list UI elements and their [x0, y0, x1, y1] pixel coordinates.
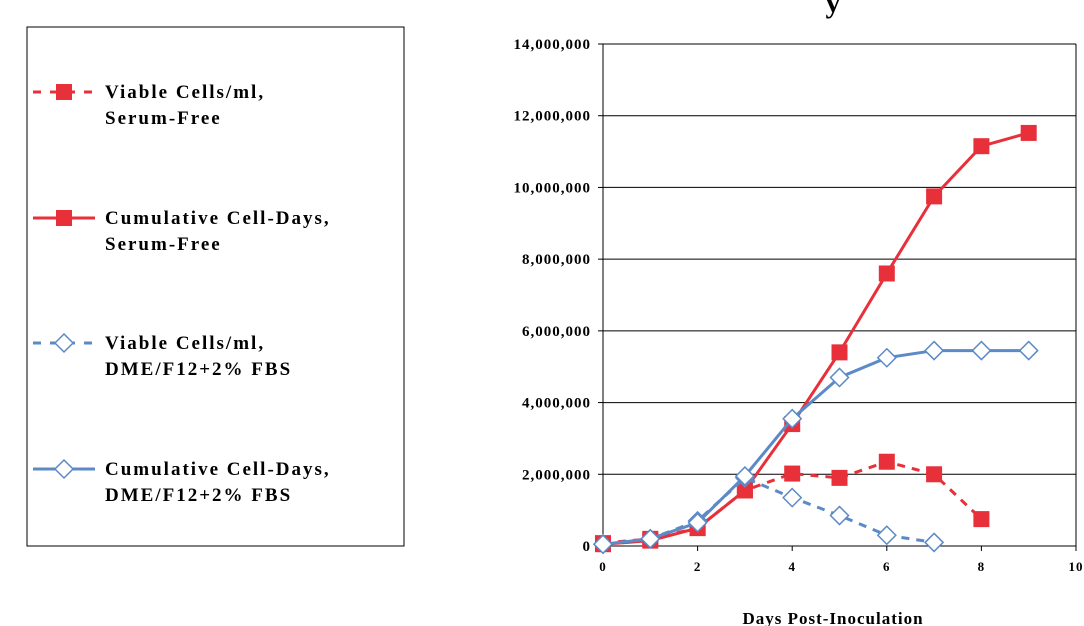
marker: [829, 367, 850, 388]
marker: [924, 340, 945, 361]
marker: [924, 532, 945, 553]
marker: [592, 534, 614, 555]
marker: [784, 465, 801, 482]
y-tick-label: 8,000,000: [522, 252, 591, 268]
legend-marker: [53, 332, 75, 354]
series-line: [602, 476, 935, 546]
legend-label: Cumulative Cell-Days, Serum-Free: [105, 208, 331, 255]
x-axis-label: Days Post-Inoculation: [742, 609, 923, 626]
marker: [971, 340, 992, 361]
y-tick-label: 2,000,000: [522, 467, 591, 483]
marker: [926, 466, 943, 483]
marker: [878, 453, 895, 470]
series-line: [602, 131, 1030, 546]
y-tick-label: 4,000,000: [522, 396, 591, 412]
y-tick-label: 0: [583, 539, 592, 555]
x-tick-label: 6: [883, 559, 891, 574]
x-tick-label: 4: [788, 559, 796, 574]
marker: [736, 482, 753, 499]
marker: [876, 347, 897, 368]
marker: [640, 528, 661, 549]
x-tick-label: 8: [978, 559, 986, 574]
legend-box: [26, 26, 405, 547]
marker: [926, 188, 943, 205]
marker: [782, 408, 803, 429]
x-tick-label: 0: [599, 559, 607, 574]
marker: [687, 512, 708, 533]
legend-marker: [56, 84, 72, 100]
marker: [734, 466, 755, 487]
marker: [782, 487, 803, 508]
marker: [1018, 340, 1039, 361]
marker: [973, 511, 990, 528]
legend-label: Viable Cells/ml, Serum-Free: [105, 82, 265, 129]
marker: [973, 138, 990, 155]
marker: [831, 344, 848, 361]
marker: [876, 525, 897, 546]
legend-marker: [53, 458, 75, 480]
y-tick-label: 6,000,000: [522, 324, 591, 340]
y-tick-label: 14,000,000: [514, 37, 592, 53]
legend-label: Cumulative Cell-Days, DME/F12+2% FBS: [105, 459, 331, 506]
marker: [829, 505, 850, 526]
y-tick-label: 10,000,000: [514, 180, 592, 196]
series-line: [602, 349, 1029, 546]
marker: [878, 265, 895, 282]
x-tick-label: 10: [1069, 559, 1084, 574]
y-tick-label: 12,000,000: [514, 109, 592, 125]
x-tick-label: 2: [694, 559, 702, 574]
marker: [831, 469, 848, 486]
marker: [1020, 124, 1037, 141]
legend-label: Viable Cells/ml, DME/F12+2% FBS: [105, 333, 292, 380]
legend-marker: [56, 210, 72, 226]
chart-title: y: [826, 0, 841, 19]
